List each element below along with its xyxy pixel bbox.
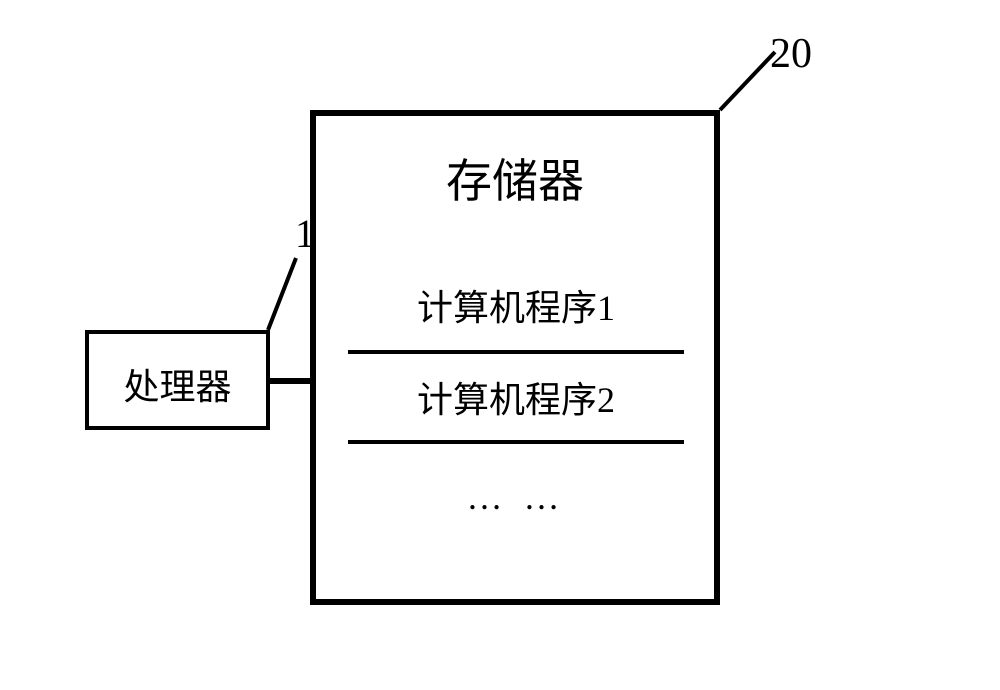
memory-row-0: 计算机程序1	[348, 260, 684, 350]
memory-leader-line	[720, 52, 775, 110]
memory-callout: 20	[770, 30, 812, 78]
memory-row-1: 计算机程序2	[348, 350, 684, 440]
connector-line	[270, 378, 310, 384]
diagram-canvas: 处理器 10 存储器 20 计算机程序1 计算机程序2 … …	[0, 0, 1000, 690]
memory-row-2: … …	[348, 440, 684, 550]
